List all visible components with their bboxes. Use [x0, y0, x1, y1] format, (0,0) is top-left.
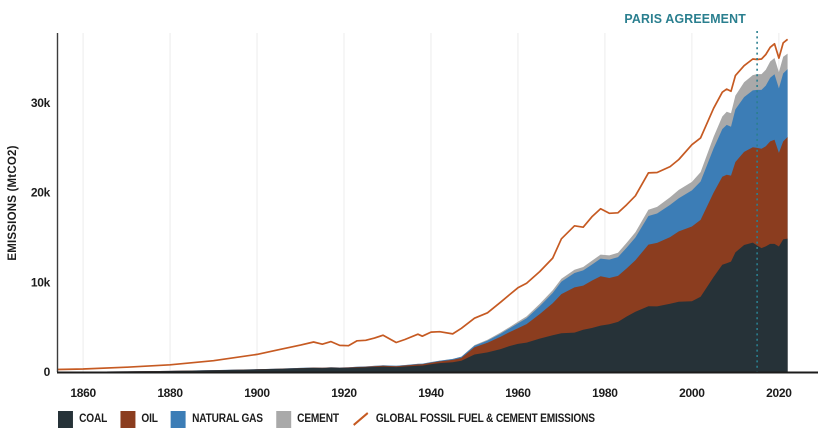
y-tick-label-30k: 30k	[31, 96, 51, 110]
legend: COAL OIL NATURAL GAS CEMENT GLOBAL FOSSI…	[58, 406, 595, 432]
y-tick-label-10k: 10k	[31, 275, 51, 289]
total-emissions-line	[56, 38, 789, 371]
legend-item-oil: OIL	[120, 410, 158, 428]
x-tick-label-2000: 2000	[679, 386, 705, 400]
y-axis-title: EMISSIONS (MtCO2)	[7, 145, 19, 261]
natural-gas-swatch-icon	[170, 410, 186, 428]
y-tick-label-20k: 20k	[31, 186, 51, 200]
coal-swatch-icon	[58, 410, 73, 428]
x-tick-label-1960: 1960	[505, 386, 531, 400]
legend-item-cement: CEMENT	[276, 410, 339, 428]
legend-item-total-line: GLOBAL FOSSIL FUEL & CEMENT EMISSIONS	[352, 411, 595, 427]
cement-swatch-icon	[276, 410, 292, 428]
x-tick-label-1940: 1940	[418, 386, 444, 400]
x-tick-label-1860: 1860	[70, 386, 96, 400]
x-tick-label-1920: 1920	[331, 386, 357, 400]
area-oil	[57, 137, 788, 372]
legend-label-cement: CEMENT	[297, 413, 339, 425]
legend-label-natural-gas: NATURAL GAS	[192, 413, 263, 425]
x-tick-label-2020: 2020	[766, 386, 792, 400]
y-tick-label-0: 0	[44, 365, 51, 379]
legend-label-oil: OIL	[141, 413, 158, 425]
legend-item-natural-gas: NATURAL GAS	[170, 410, 263, 428]
legend-label-total-line: GLOBAL FOSSIL FUEL & CEMENT EMISSIONS	[375, 413, 595, 425]
oil-swatch-icon	[120, 410, 136, 428]
x-tick-label-1900: 1900	[244, 386, 270, 400]
area-coal	[57, 238, 788, 372]
x-tick-label-1880: 1880	[157, 386, 183, 400]
x-tick-label-1980: 1980	[592, 386, 618, 400]
legend-label-coal: COAL	[79, 413, 108, 425]
paris-agreement-label: PARIS AGREEMENT	[624, 11, 746, 26]
legend-item-coal: COAL	[58, 410, 108, 428]
total-line-swatch-icon	[353, 412, 369, 426]
